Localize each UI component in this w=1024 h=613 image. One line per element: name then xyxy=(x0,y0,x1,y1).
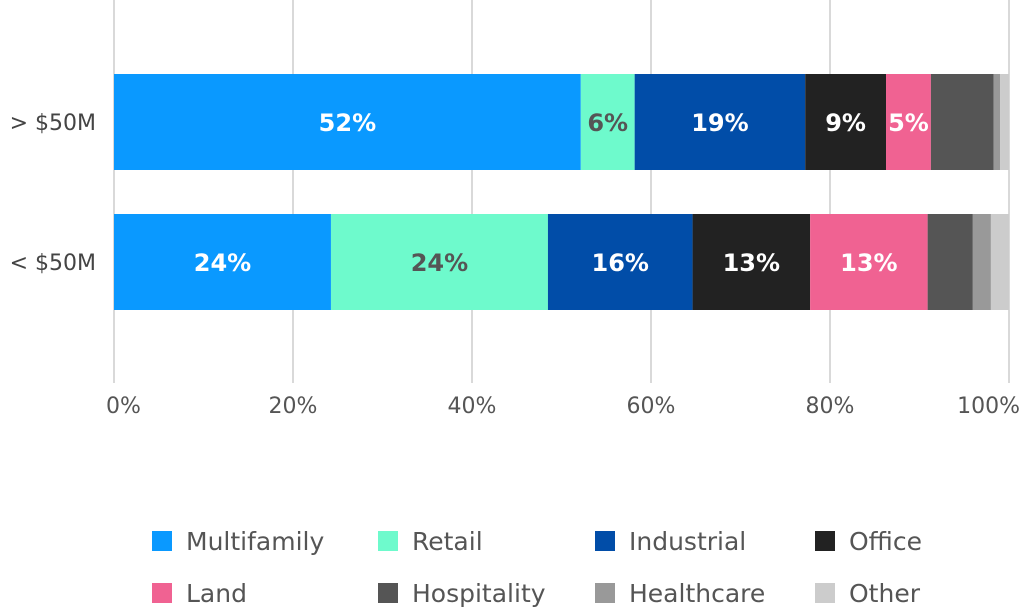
legend-label: Retail xyxy=(412,527,483,556)
bar-segment-retail xyxy=(580,74,635,170)
x-axis-tick-labels: 0% 20% 40% 60% 80% 100% xyxy=(106,394,1020,419)
bar-segment-other xyxy=(1000,74,1009,170)
legend-swatch xyxy=(815,531,835,551)
x-tick-label: 100% xyxy=(957,394,1020,419)
bar-segment-office xyxy=(805,74,887,170)
legend-swatch xyxy=(815,583,835,603)
bar-segment-office xyxy=(692,214,811,310)
legend-item-multifamily: Multifamily xyxy=(152,527,324,556)
data-label: 6% xyxy=(587,109,628,137)
data-label: 52% xyxy=(319,109,376,137)
data-label: 9% xyxy=(825,109,866,137)
x-tick-label: 0% xyxy=(106,394,141,419)
bar-segment-retail xyxy=(330,214,548,310)
data-label: 19% xyxy=(691,109,748,137)
bar-segment-multifamily xyxy=(114,74,581,170)
category-label: < $50M xyxy=(10,251,96,276)
bar-segment-land xyxy=(886,74,931,170)
legend-item-retail: Retail xyxy=(378,527,483,556)
data-label: 5% xyxy=(888,109,929,137)
legend-swatch xyxy=(152,583,172,603)
legend-label: Multifamily xyxy=(186,527,324,556)
data-labels: 52% 6% 19% 9% 5% 24% 24% 16% 13% 13% xyxy=(194,109,929,277)
x-tick-label: 40% xyxy=(448,394,497,419)
legend-swatch xyxy=(595,583,615,603)
bar-segment-hospitality xyxy=(930,74,994,170)
legend-item-office: Office xyxy=(815,527,922,556)
legend: Multifamily Retail Industrial Office Land Hos… xyxy=(152,527,922,608)
data-label: 13% xyxy=(723,249,780,277)
legend-swatch xyxy=(595,531,615,551)
legend-label: Healthcare xyxy=(629,579,765,608)
legend-swatch xyxy=(152,531,172,551)
legend-label: Office xyxy=(849,527,922,556)
bar-segment-hospitality xyxy=(927,214,973,310)
data-label: 16% xyxy=(592,249,649,277)
legend-label: Industrial xyxy=(629,527,746,556)
category-label: > $50M xyxy=(10,111,96,136)
legend-label: Hospitality xyxy=(412,579,546,608)
bar-segment-healthcare xyxy=(972,214,991,310)
data-label: 24% xyxy=(194,249,251,277)
bar-segment-industrial xyxy=(547,214,693,310)
data-label: 13% xyxy=(840,249,897,277)
legend-label: Other xyxy=(849,579,921,608)
category-labels: > $50M < $50M xyxy=(10,111,96,276)
legend-item-healthcare: Healthcare xyxy=(595,579,765,608)
bars xyxy=(114,74,1009,310)
legend-swatch xyxy=(378,531,398,551)
legend-item-land: Land xyxy=(152,579,247,608)
legend-item-other: Other xyxy=(815,579,921,608)
legend-label: Land xyxy=(186,579,247,608)
legend-item-industrial: Industrial xyxy=(595,527,746,556)
x-tick-label: 20% xyxy=(269,394,318,419)
grid-lines xyxy=(113,0,1010,383)
legend-swatch xyxy=(378,583,398,603)
data-label: 24% xyxy=(411,249,468,277)
bar-segment-healthcare xyxy=(993,74,1001,170)
x-tick-label: 60% xyxy=(627,394,676,419)
bar-segment-multifamily xyxy=(114,214,331,310)
bar-segment-other xyxy=(990,214,1009,310)
legend-item-hospitality: Hospitality xyxy=(378,579,546,608)
bar-segment-industrial xyxy=(634,74,806,170)
bar-segment-land xyxy=(810,214,928,310)
x-tick-label: 80% xyxy=(806,394,855,419)
